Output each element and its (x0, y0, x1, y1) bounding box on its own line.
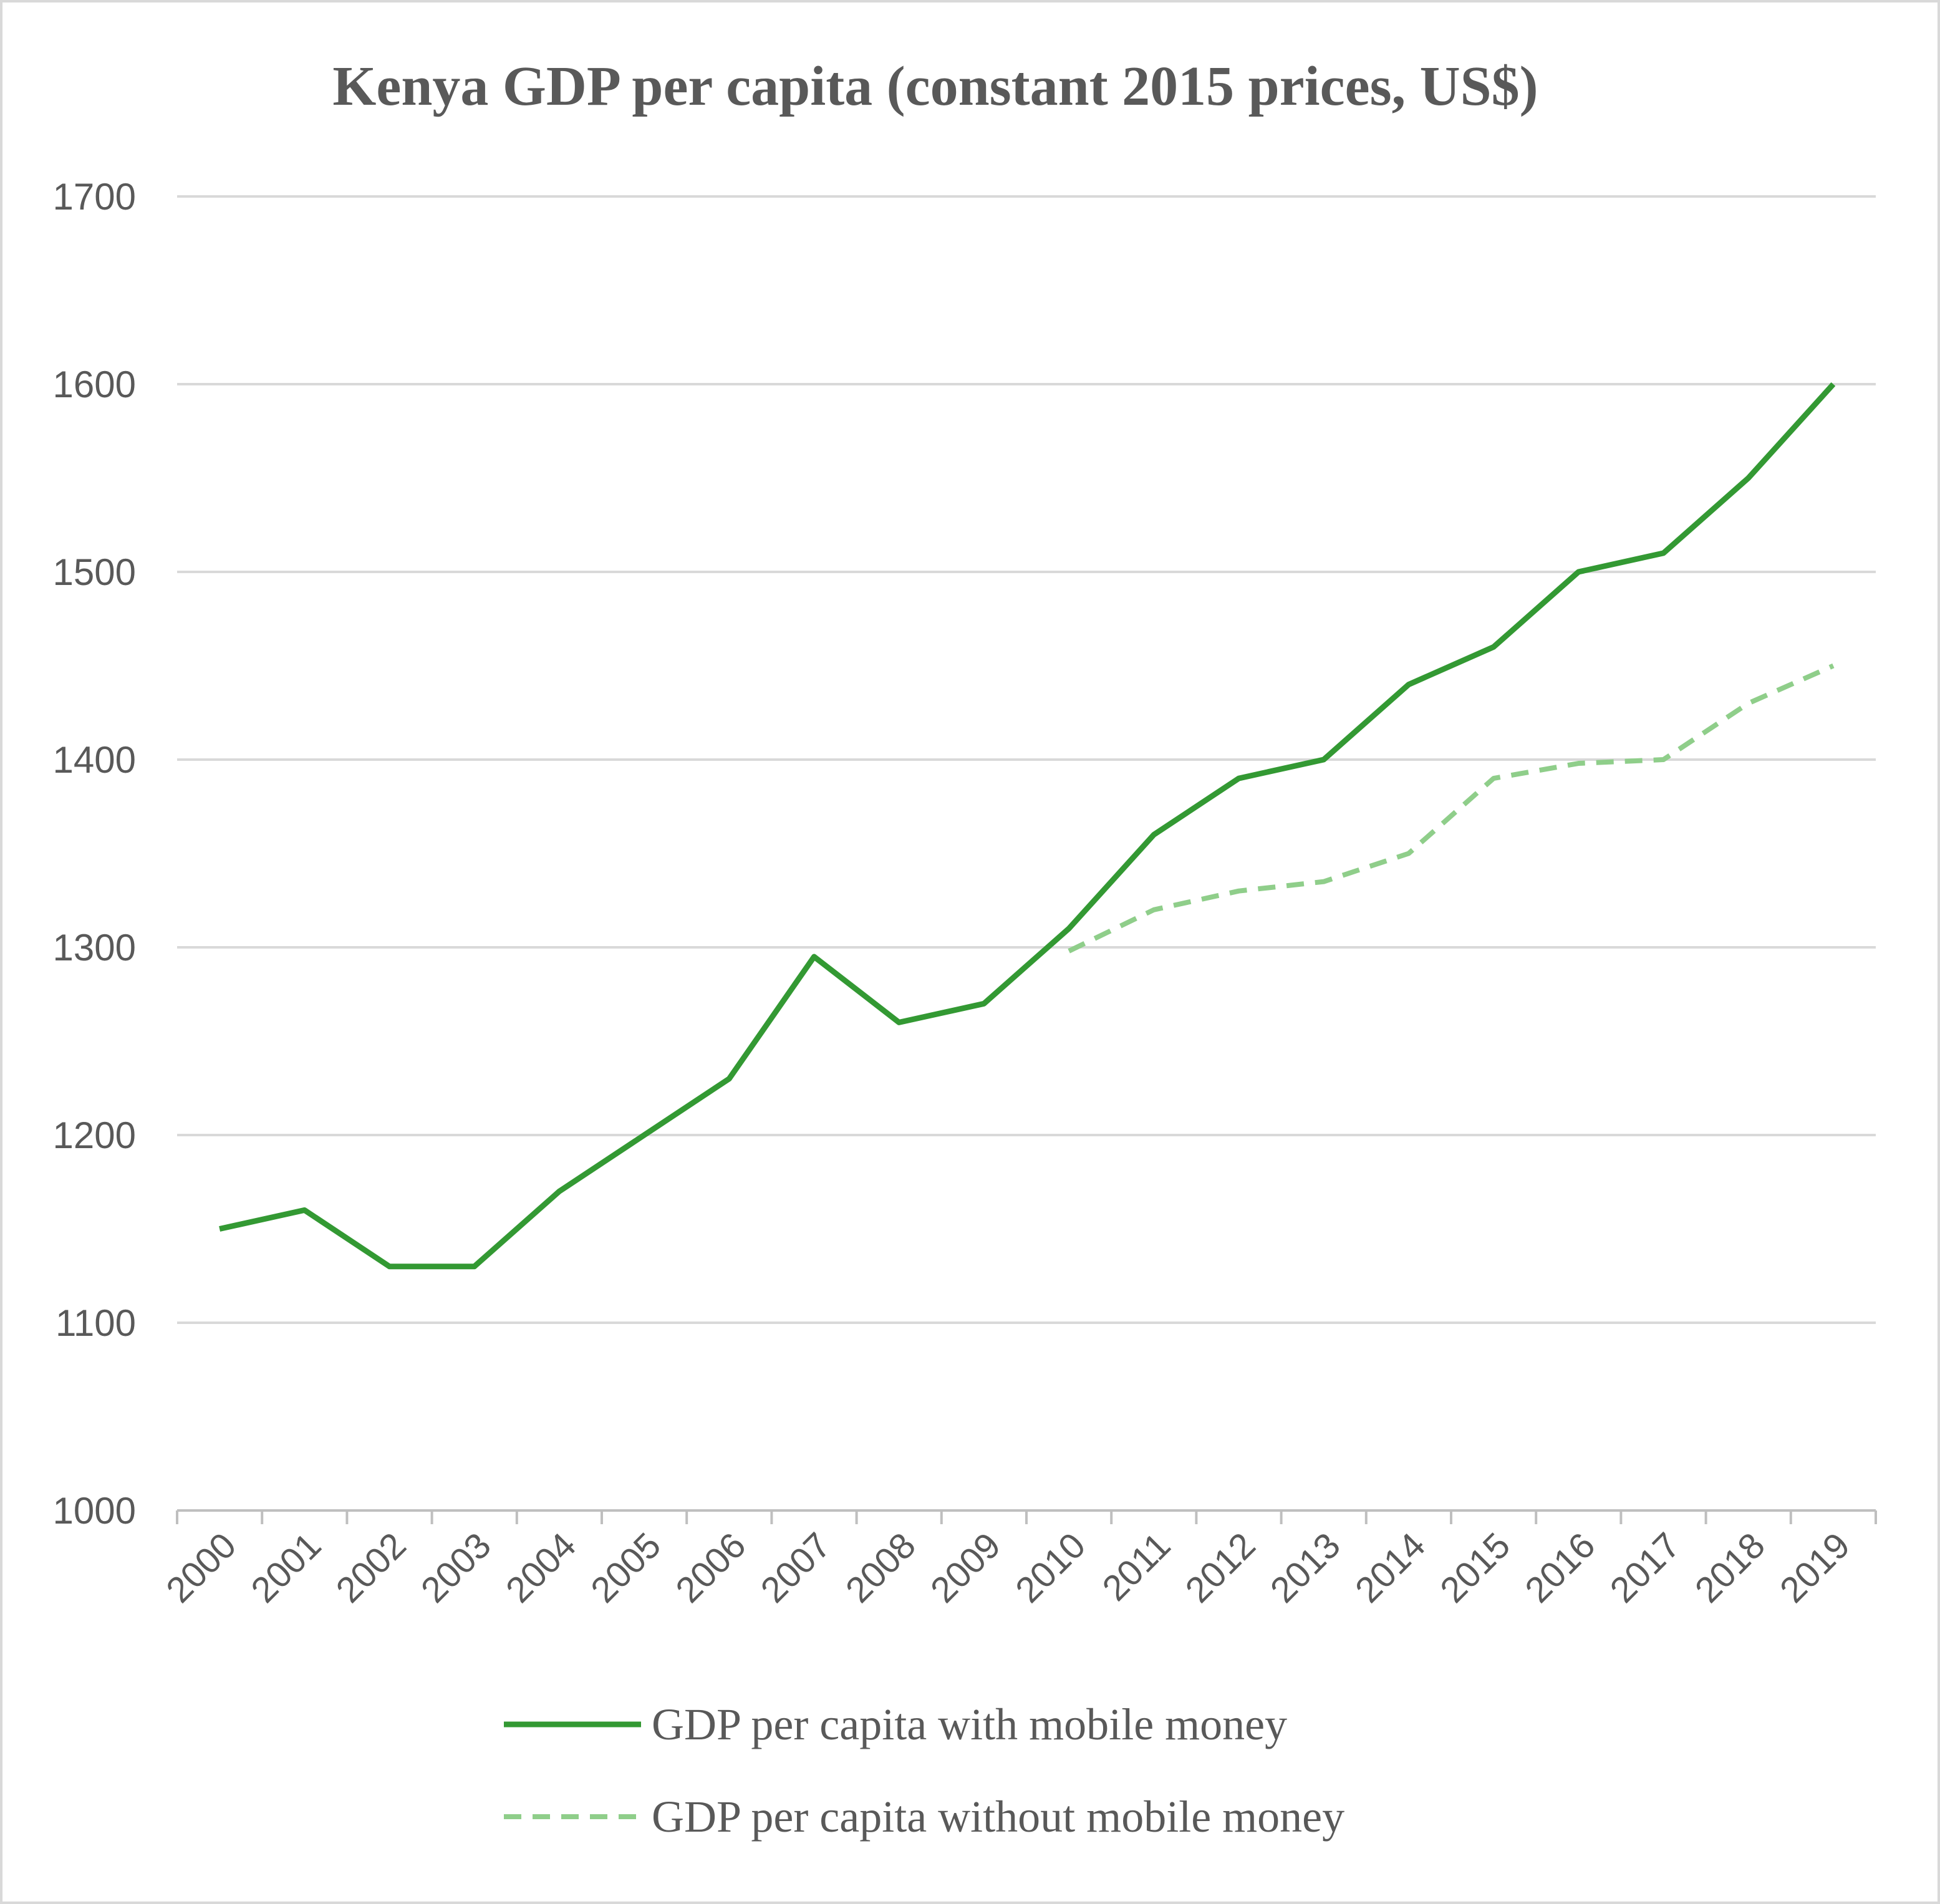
x-tick-label: 2004 (498, 1525, 584, 1610)
x-tick-label: 2007 (753, 1525, 838, 1610)
x-axis: 2000200120022003200420052006200720082009… (158, 1509, 1877, 1610)
legend: GDP per capita with mobile money GDP per … (504, 1699, 1344, 1842)
x-tick-label: 2014 (1348, 1525, 1433, 1610)
x-tick-label: 2009 (923, 1525, 1008, 1610)
gridlines (177, 195, 1876, 1324)
y-tick-label: 1200 (53, 1114, 136, 1156)
x-tick-label: 2019 (1772, 1525, 1858, 1610)
series-line-without-mobile-money (1068, 663, 1835, 954)
x-tick-label: 2002 (328, 1525, 413, 1610)
chart-title: Kenya GDP per capita (constant 2015 pric… (332, 56, 1538, 117)
x-tick-label: 2006 (668, 1525, 753, 1610)
x-tick-label: 2008 (838, 1525, 924, 1610)
y-tick-label: 1300 (53, 927, 136, 969)
y-tick-label: 1100 (55, 1302, 136, 1344)
series-lines (219, 382, 1836, 1270)
legend-label: GDP per capita with mobile money (652, 1699, 1287, 1749)
x-tick-label: 2015 (1432, 1525, 1518, 1610)
legend-label: GDP per capita without mobile money (652, 1792, 1344, 1842)
y-tick-label: 1600 (53, 364, 136, 405)
x-tick-label: 2018 (1687, 1525, 1773, 1610)
y-tick-label: 1400 (53, 739, 136, 781)
y-axis: 1000 1100 1200 1300 1400 1500 1600 1700 (53, 176, 136, 1532)
x-tick-label: 2000 (158, 1525, 244, 1610)
x-tick-label: 2017 (1602, 1525, 1687, 1610)
y-tick-label: 1500 (53, 551, 136, 593)
x-tick-label: 2011 (1094, 1525, 1178, 1608)
x-tick-label: 2013 (1263, 1525, 1348, 1610)
y-tick-label: 1000 (53, 1490, 136, 1532)
x-tick-label: 2001 (243, 1525, 329, 1610)
y-tick-label: 1700 (53, 176, 136, 218)
series-line-with-mobile-money (219, 382, 1836, 1270)
x-tick-label: 2003 (413, 1525, 499, 1610)
x-tick-label: 2005 (583, 1525, 668, 1610)
x-tick-label: 2016 (1517, 1525, 1603, 1610)
x-tick-label: 2010 (1008, 1525, 1093, 1610)
x-tick-label: 2012 (1177, 1525, 1263, 1610)
